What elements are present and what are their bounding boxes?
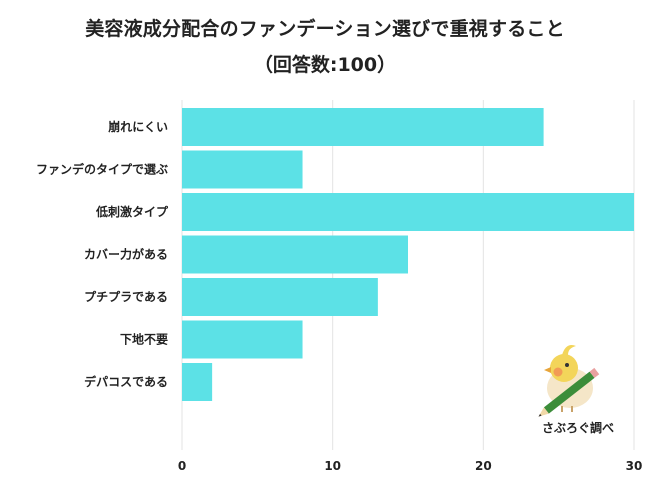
bar [182,108,544,146]
category-label: デパコスである [84,374,168,389]
bar [182,150,303,189]
x-tick-label: 20 [475,459,492,473]
bird-feet-icon [561,406,573,412]
category-label: 低刺激タイプ [95,204,169,219]
x-tick-label: 30 [626,459,643,473]
bird-cheek-icon [553,367,563,377]
bird-crest-icon [562,345,576,355]
category-label: カバー力がある [84,247,168,262]
bird-eye-icon [565,363,569,367]
bars [182,108,634,401]
bird-beak-icon [544,367,551,373]
mascot-logo: さぶろぐ調べ [538,345,614,435]
pencil-icon [538,367,600,417]
category-labels: 崩れにくいファンデのタイプで選ぶ低刺激タイプカバー力があるプチプラである下地不要… [36,119,169,389]
chart-subtitle: （回答数:100） [253,54,397,76]
x-tick-label: 10 [324,459,341,473]
bar [182,278,378,316]
chart-title: 美容液成分配合のファンデーション選びで重視すること [85,18,565,40]
category-label: 下地不要 [120,332,168,347]
category-label: プチプラである [84,289,168,304]
bar [182,235,408,274]
x-tick-label: 0 [178,459,186,473]
bird-head-icon [550,354,578,382]
category-label: ファンデのタイプで選ぶ [36,162,168,177]
bar [182,320,303,359]
bar [182,193,634,231]
x-tick-labels: 0 10 20 30 [178,459,643,473]
bar [182,363,213,401]
category-label: 崩れにくい [108,119,168,134]
logo-text: さぶろぐ調べ [542,420,614,435]
